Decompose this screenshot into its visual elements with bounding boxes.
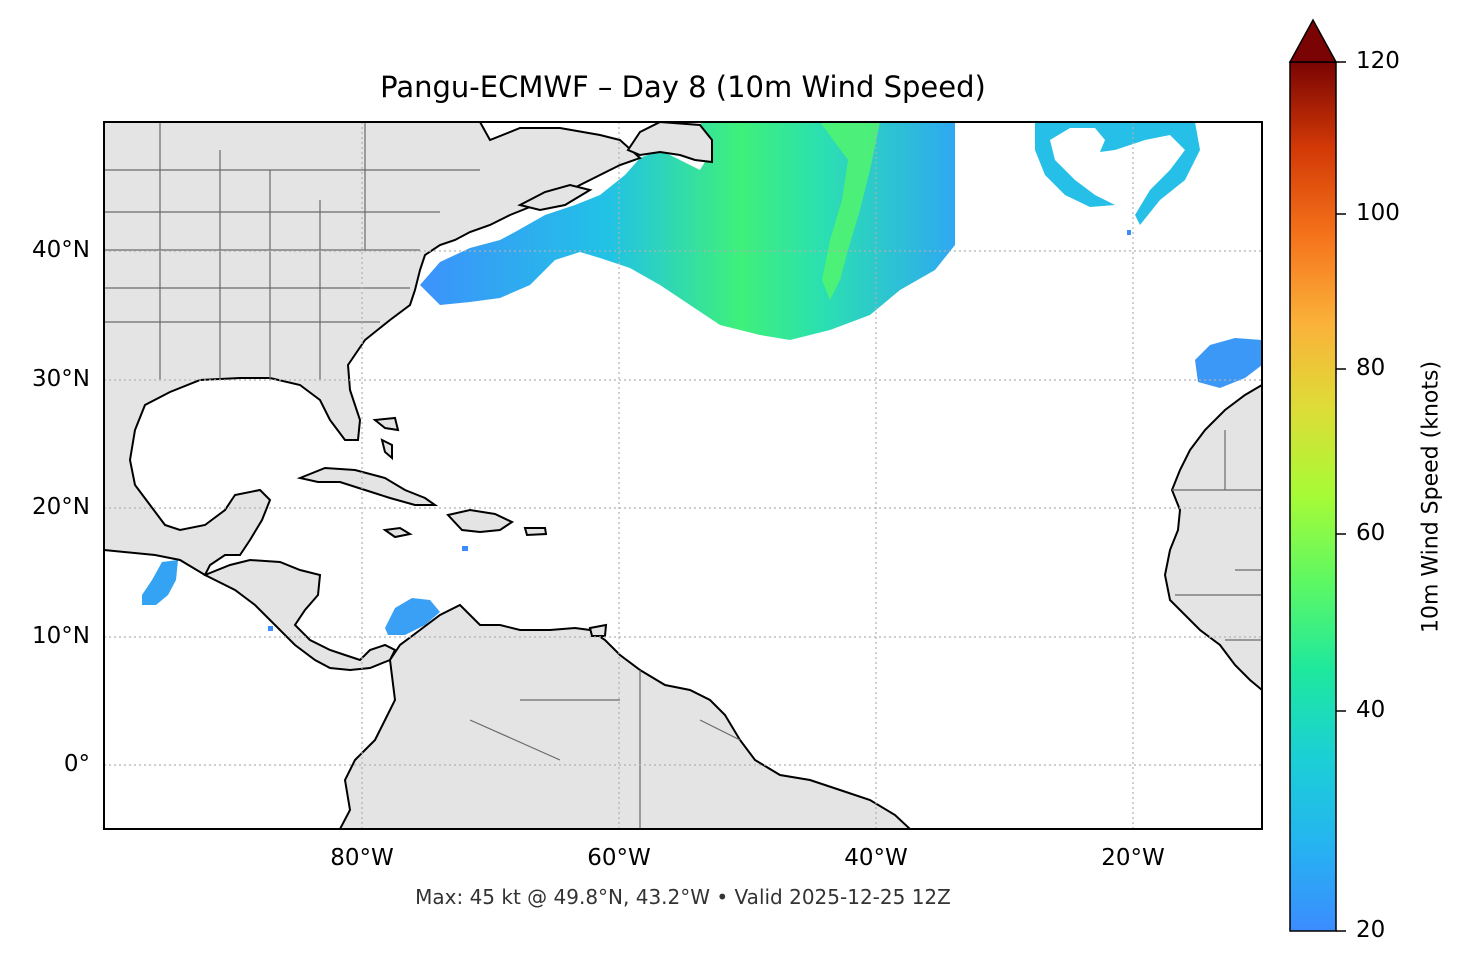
central-america-land — [202, 558, 397, 672]
nova-scotia-land — [517, 183, 593, 212]
colorbar-ticks — [1336, 61, 1346, 932]
lat-tick-label: 30°N — [32, 366, 90, 392]
north-america-land — [104, 122, 642, 577]
lon-tick-label: 20°W — [1101, 845, 1165, 871]
colorbar-tick-label: 60 — [1356, 520, 1386, 546]
wind-speed-field — [142, 122, 1262, 635]
lon-tick-label: 60°W — [587, 845, 651, 871]
wind-core-band — [820, 122, 880, 300]
puerto-rico-land — [523, 527, 548, 537]
colorbar-title: 10m Wind Speed (knots) — [1418, 360, 1444, 634]
south-america-land — [338, 603, 912, 829]
lat-tick-label: 40°N — [32, 237, 90, 263]
colorbar-extend-arrow — [1288, 18, 1338, 63]
max-wind-info: Max: 45 kt @ 49.8°N, 43.2°W • Valid 2025… — [415, 885, 951, 909]
land-masses — [104, 122, 1262, 829]
wind-northeast-swirl — [1035, 122, 1200, 225]
lat-tick-label: 10°N — [32, 623, 90, 649]
colorbar-tick-label: 20 — [1356, 917, 1386, 943]
colorbar-tick-label: 40 — [1356, 697, 1386, 723]
hispaniola-land — [446, 508, 515, 534]
trinidad-land — [588, 623, 608, 637]
lon-tick-label: 40°W — [844, 845, 908, 871]
colorbar-tick-label: 80 — [1356, 355, 1386, 381]
wind-caribbean-colombia — [385, 598, 440, 635]
newfoundland-land — [626, 122, 713, 164]
lat-tick-label: 0° — [63, 751, 90, 777]
bahamas-land — [372, 416, 400, 461]
colorbar-gradient — [1289, 61, 1337, 932]
wind-small-patch — [268, 626, 273, 631]
lon-tick-label: 80°W — [330, 845, 394, 871]
colorbar-tick-label: 120 — [1356, 48, 1400, 74]
colorbar-tick-label: 100 — [1356, 200, 1400, 226]
jamaica-land — [382, 526, 413, 539]
wind-northwest-africa — [1195, 338, 1262, 388]
cuba-land — [296, 466, 439, 506]
map-frame — [103, 121, 1263, 830]
wind-gulf-tehuantepec — [142, 560, 178, 605]
lat-tick-label: 20°N — [32, 494, 90, 520]
africa-land — [1163, 383, 1262, 692]
interior-borders — [104, 122, 1262, 829]
wind-small-patch — [1127, 230, 1131, 235]
wind-jet-region — [420, 122, 955, 340]
colorbar — [1288, 18, 1346, 932]
map-title: Pangu-ECMWF – Day 8 (10m Wind Speed) — [380, 70, 986, 104]
wind-small-patch — [462, 546, 468, 551]
gridlines — [104, 122, 1262, 829]
